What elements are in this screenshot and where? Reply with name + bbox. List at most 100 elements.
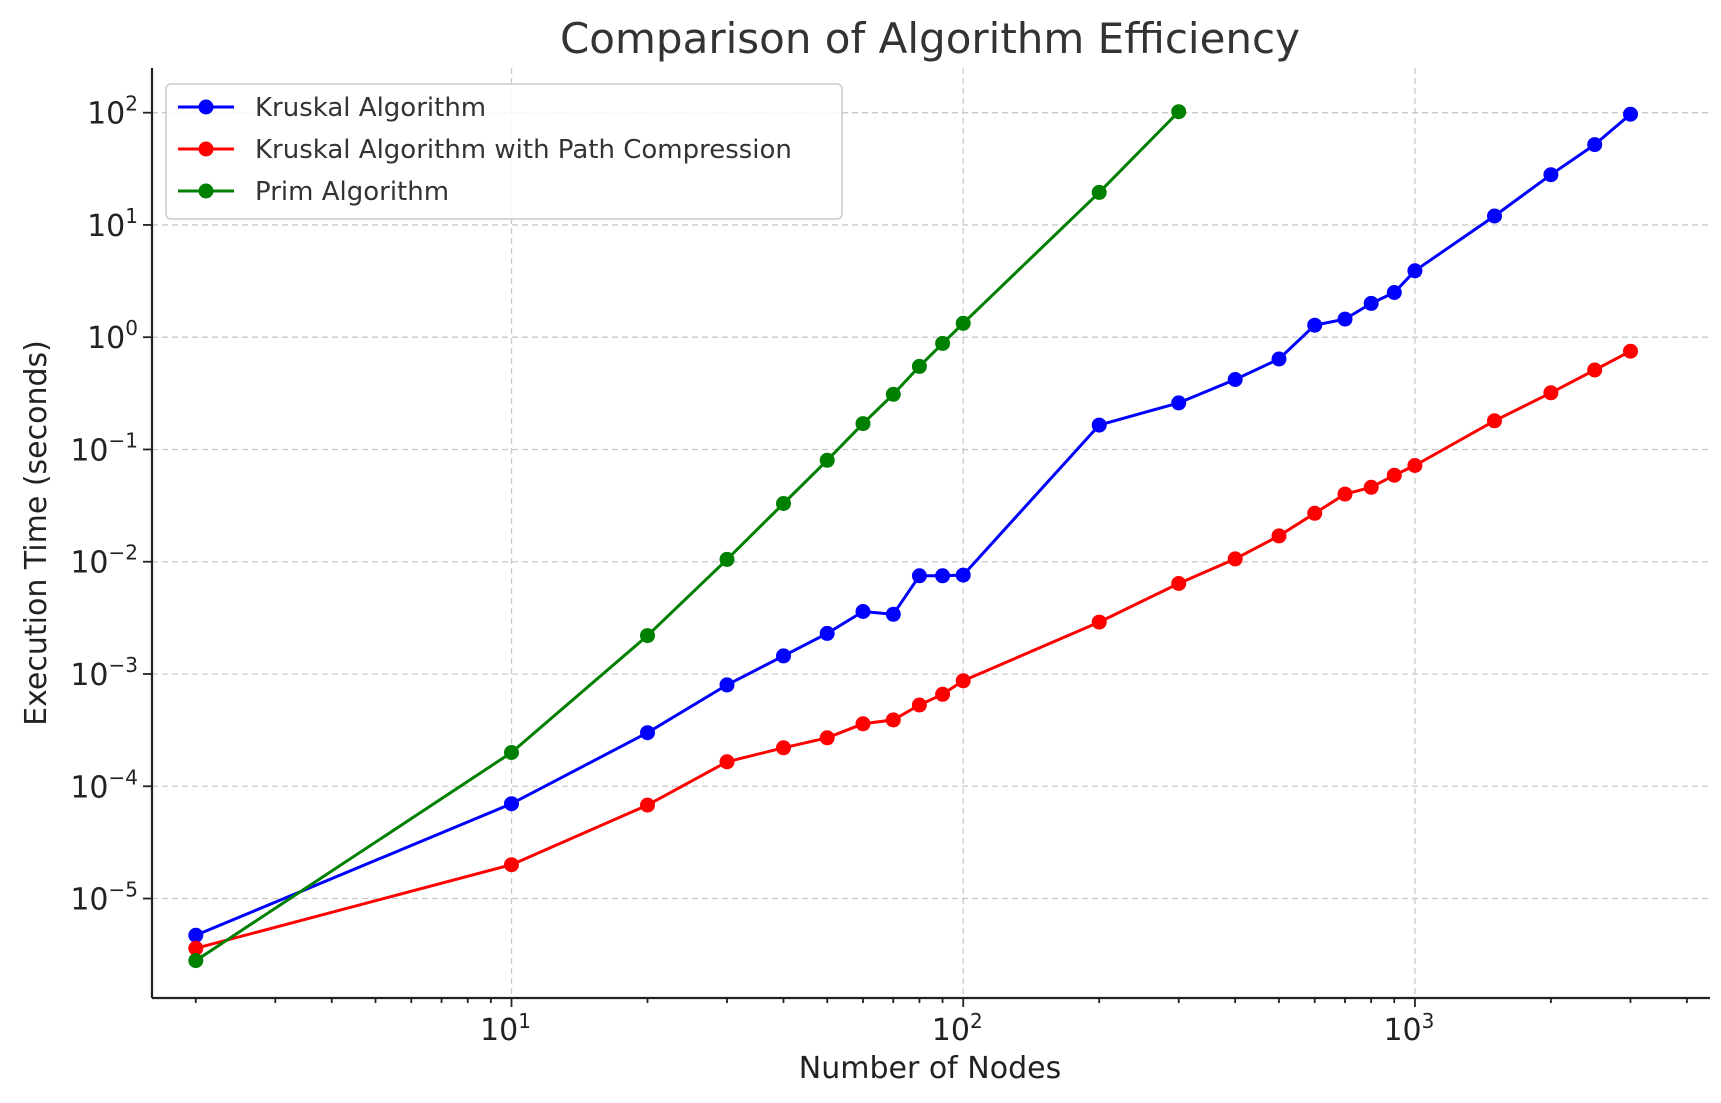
legend-frame [165,83,843,220]
y-tick-base: 10 [70,770,108,805]
data-point-prim-algorithm [885,386,901,402]
y-tick-exponent: −4 [109,765,138,789]
data-point-kruskal-algorithm [1271,351,1287,367]
data-point-kruskal-algorithm-with-path-compression [640,797,655,813]
data-point-kruskal-algorithm-with-path-compression [955,673,971,689]
data-point-kruskal-algorithm [504,796,519,812]
y-tick-base: 10 [87,321,125,356]
data-point-kruskal-algorithm [1623,106,1638,122]
data-point-kruskal-algorithm-with-path-compression [1363,479,1379,495]
data-point-kruskal-algorithm-with-path-compression [819,730,835,746]
data-point-kruskal-algorithm [640,725,655,741]
data-point-kruskal-algorithm-with-path-compression [1587,362,1603,378]
data-point-kruskal-algorithm [1543,167,1559,183]
data-point-kruskal-algorithm [819,625,835,641]
y-tick-base: 10 [70,658,108,693]
x-tick-label: 103 [1383,1009,1434,1048]
x-tick-label: 101 [480,1009,531,1048]
y-tick-label: 10−4 [70,765,138,805]
y-tick-label: 100 [87,316,138,356]
y-tick-exponent: −5 [109,878,138,902]
data-point-kruskal-algorithm [1587,137,1603,153]
y-tick-exponent: 2 [125,92,138,116]
y-tick-base: 10 [70,883,108,918]
data-point-kruskal-algorithm-with-path-compression [1337,486,1353,502]
data-point-kruskal-algorithm-with-path-compression [911,697,927,713]
data-point-kruskal-algorithm [1307,317,1323,333]
chart-title: Comparison of Algorithm Efficiency [560,14,1300,63]
data-point-prim-algorithm [504,745,519,760]
legend-item-kruskal-path-compression: Kruskal Algorithm with Path Compression [178,135,792,165]
data-point-kruskal-algorithm [1363,295,1379,311]
data-point-prim-algorithm [776,496,791,511]
data-point-kruskal-algorithm [1227,372,1243,387]
series-prim-algorithm [188,104,1187,969]
y-tick-label: 101 [87,204,138,244]
x-tick-label: 102 [932,1009,983,1048]
legend-marker-kruskal [198,99,214,115]
legend-item-prim: Prim Algorithm [178,177,449,207]
legend-label-kruskal-path-compression: Kruskal Algorithm with Path Compression [255,135,792,165]
data-point-kruskal-algorithm-with-path-compression [504,857,519,873]
data-point-kruskal-algorithm-with-path-compression [855,716,871,732]
series-line-prim-algorithm [194,110,1180,962]
x-tick-base: 10 [932,1013,970,1048]
x-tick-base: 10 [480,1013,518,1048]
data-point-kruskal-algorithm-with-path-compression [1091,614,1107,630]
data-point-kruskal-algorithm [935,568,951,584]
legend-item-kruskal: Kruskal Algorithm [178,93,486,123]
data-point-kruskal-algorithm-with-path-compression [1487,413,1502,429]
series-line-kruskal-algorithm [195,113,1632,937]
data-point-kruskal-algorithm [911,568,927,584]
x-tick-exponent: 1 [518,1009,531,1033]
data-point-prim-algorithm [955,315,971,331]
data-point-kruskal-algorithm-with-path-compression [1171,576,1187,591]
y-tick-label: 10−3 [70,653,138,693]
x-tick-base: 10 [1383,1013,1421,1048]
y-tick-exponent: −2 [109,541,138,565]
data-point-kruskal-algorithm [955,567,971,583]
data-point-kruskal-algorithm-with-path-compression [719,754,735,770]
y-tick-base: 10 [87,209,125,244]
data-point-prim-algorithm [1091,184,1107,200]
data-point-kruskal-algorithm [776,648,791,664]
data-point-kruskal-algorithm-with-path-compression [1407,458,1423,473]
data-point-kruskal-algorithm [1386,285,1402,300]
data-point-prim-algorithm [911,358,927,374]
series-line-kruskal-algorithm-with-path-compression [195,349,1632,950]
data-point-kruskal-algorithm [719,677,735,693]
x-tick-exponent: 3 [1422,1009,1435,1033]
data-point-kruskal-algorithm [1487,208,1502,224]
data-point-prim-algorithm [935,335,951,351]
data-point-kruskal-algorithm-with-path-compression [935,686,951,702]
data-point-prim-algorithm [188,953,204,969]
legend-marker-prim [198,183,214,199]
data-point-kruskal-algorithm [1337,311,1353,327]
data-point-kruskal-algorithm [855,604,871,619]
legend-label-prim: Prim Algorithm [255,177,449,207]
y-tick-exponent: 1 [125,204,138,228]
data-point-kruskal-algorithm-with-path-compression [1227,551,1243,567]
data-point-kruskal-algorithm [1091,417,1107,433]
data-point-prim-algorithm [1171,104,1187,120]
data-point-prim-algorithm [719,551,735,567]
data-point-prim-algorithm [819,452,835,468]
data-point-kruskal-algorithm [1407,263,1423,279]
y-tick-base: 10 [87,97,125,132]
data-point-kruskal-algorithm-with-path-compression [1386,467,1402,483]
y-tick-label: 10−1 [70,428,138,468]
data-point-kruskal-algorithm-with-path-compression [1543,385,1559,401]
data-point-kruskal-algorithm-with-path-compression [1623,343,1638,359]
y-tick-exponent: −1 [109,428,138,452]
data-point-prim-algorithm [640,628,655,644]
x-axis-title: Number of Nodes [799,1051,1061,1086]
y-tick-label: 10−5 [70,878,138,918]
legend-marker-kruskal-path-compression [198,141,214,157]
series [188,104,1638,969]
legend-label-kruskal: Kruskal Algorithm [255,93,486,123]
legend: Kruskal Algorithm Kruskal Algorithm with… [165,83,843,220]
data-point-kruskal-algorithm [885,606,901,622]
